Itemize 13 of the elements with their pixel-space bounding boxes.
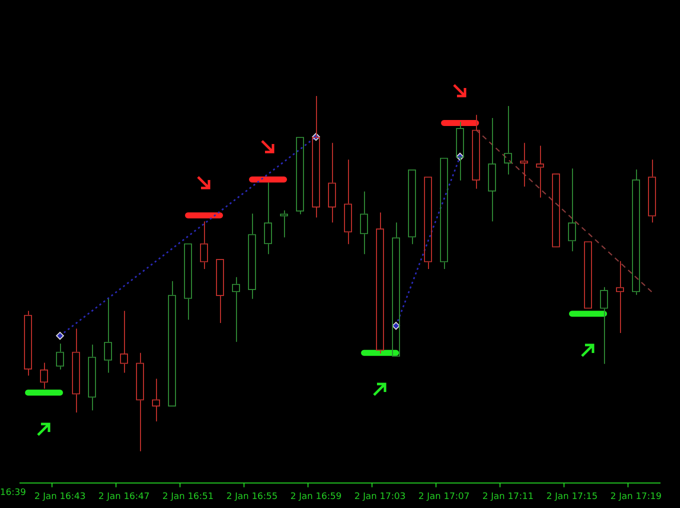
x-tick-label: 2 Jan 17:19 (610, 492, 662, 502)
x-tick-label: 2 Jan 17:15 (546, 492, 598, 502)
point (392, 322, 400, 330)
x-tick-label: 2 Jan 16:59 (290, 492, 342, 502)
x-tick-label: 2 Jan 16:51 (162, 492, 214, 502)
x-tick-label: 2 Jan 17:11 (482, 492, 534, 502)
point (56, 332, 64, 340)
x-tick-label: 2 Jan 17:07 (418, 492, 470, 502)
x-tick-label: 2 Jan 16:47 (98, 492, 150, 502)
x-tick-label: 2 Jan 16:55 (226, 492, 278, 502)
text: 16:39 (0, 488, 26, 498)
x-tick-label: 2 Jan 17:03 (354, 492, 406, 502)
x-tick-label: 2 Jan 16:43 (34, 492, 86, 502)
